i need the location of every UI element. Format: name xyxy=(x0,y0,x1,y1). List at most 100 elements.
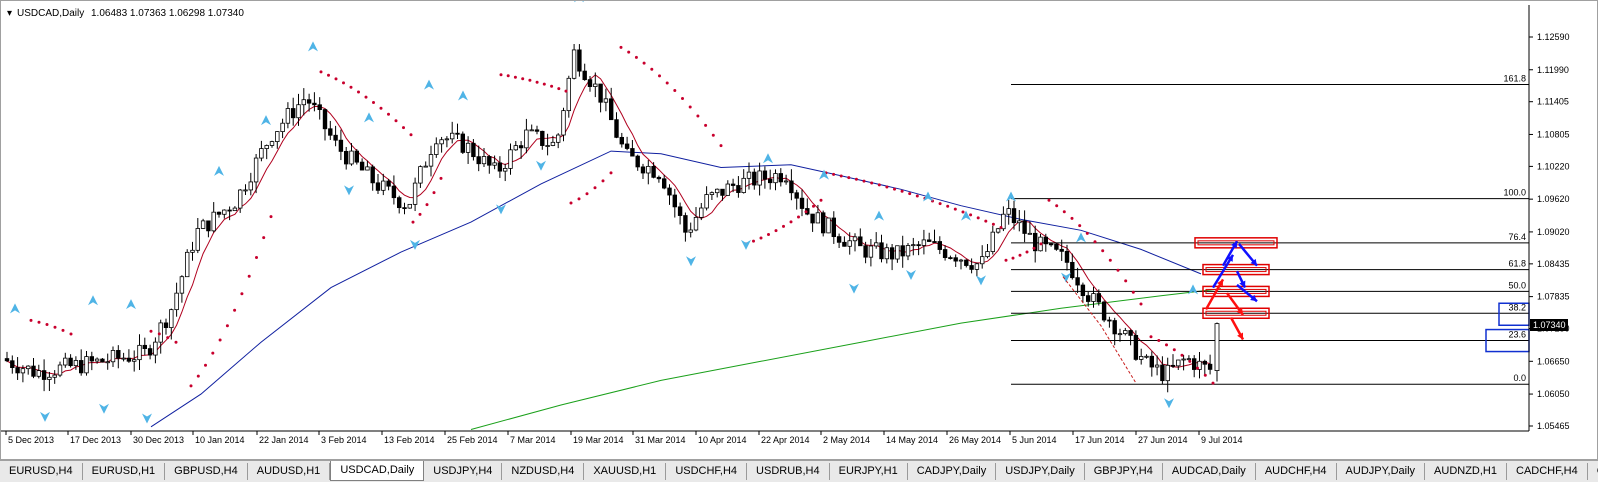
red-zone-box xyxy=(1202,285,1270,298)
candle-body xyxy=(386,180,391,187)
candle-body xyxy=(248,181,253,191)
candle-body xyxy=(640,166,646,174)
candle-body xyxy=(36,370,41,377)
chart-tab-audchf-h4[interactable]: AUDCHF,H4 xyxy=(1255,463,1337,480)
price-tick-label: 1.05465 xyxy=(1537,421,1570,431)
sar-dot xyxy=(1025,250,1029,254)
chart-tab-eurusd-h4[interactable]: EURUSD,H4 xyxy=(0,463,83,480)
fib-level-label: 100.0 xyxy=(1503,188,1526,198)
sar-dot xyxy=(812,204,815,208)
chart-tab-cadjpy-daily[interactable]: CADJPY,Daily xyxy=(907,463,997,480)
candle-body xyxy=(1207,363,1213,370)
sar-dot xyxy=(1203,373,1207,377)
candle-body xyxy=(614,119,619,138)
chart-tab-usdchf-h4[interactable]: USDCHF,H4 xyxy=(666,463,748,480)
candle-body xyxy=(322,109,328,130)
price-chart[interactable]: 161.8 100.0 76.4 61.8 50.0 38.2 23.6 0.0 1.1259… xyxy=(1,1,1597,459)
candle-body xyxy=(1054,243,1059,250)
candle-body xyxy=(25,365,31,370)
sar-dot xyxy=(506,74,510,78)
chart-tab-gbpusd-h4[interactable]: GBPUSD,H4 xyxy=(165,463,248,480)
candle-body xyxy=(449,132,455,140)
candle-body xyxy=(1064,250,1070,263)
candle-body xyxy=(343,150,349,165)
candle-body xyxy=(842,241,847,247)
candle-body xyxy=(624,143,630,149)
red-zone-inner xyxy=(1205,310,1267,316)
time-tick-label: 5 Dec 2013 xyxy=(8,435,54,445)
time-axis[interactable]: 5 Dec 2013 17 Dec 2013 30 Dec 2013 10 Jan 2… xyxy=(1,430,1529,445)
chart-tab-xauusd-h1[interactable]: XAUUSD,H1 xyxy=(584,463,667,480)
chart-window[interactable]: 161.8 100.0 76.4 61.8 50.0 38.2 23.6 0.0 1.1259… xyxy=(0,0,1598,460)
candle-body xyxy=(699,207,704,218)
chart-tab-c[interactable]: C xyxy=(1587,463,1598,480)
fractal-down-icon xyxy=(686,256,696,267)
candle-body xyxy=(879,242,884,260)
sar-dot xyxy=(174,340,178,344)
chart-ohlc-values: 1.06483 1.07363 1.06298 1.07340 xyxy=(91,8,244,19)
candle-body xyxy=(10,360,15,369)
sar-dot xyxy=(711,133,715,137)
sar-dot xyxy=(984,219,988,223)
sar-dot xyxy=(149,329,153,333)
time-tick-label: 31 Mar 2014 xyxy=(635,435,686,445)
chart-tab-usdjpy-daily[interactable]: USDJPY,Daily xyxy=(996,463,1085,480)
chart-tab-usdcad-daily[interactable]: USDCAD,Daily xyxy=(330,461,425,481)
annotations xyxy=(1062,237,1530,384)
sar-dot xyxy=(411,220,415,224)
candle-body xyxy=(200,220,206,229)
ma-fast-path xyxy=(6,74,1211,375)
candle-body xyxy=(328,128,333,136)
candle-body xyxy=(153,341,158,356)
candle-body xyxy=(502,168,508,172)
chart-tab-usdrub-h4[interactable]: USDRUB,H4 xyxy=(747,463,830,480)
sar-dot xyxy=(862,179,866,183)
sar-dot xyxy=(1139,302,1143,306)
candle-body xyxy=(1170,364,1176,367)
candle-body xyxy=(1112,320,1117,335)
sar-dot xyxy=(196,374,200,378)
candle-body xyxy=(932,241,937,243)
chart-tab-audjpy-daily[interactable]: AUDJPY,Daily xyxy=(1336,463,1426,480)
candle-body xyxy=(672,194,677,208)
price-tick-label: 1.06650 xyxy=(1537,356,1570,366)
candle-body xyxy=(1075,277,1080,286)
sar-dot xyxy=(342,81,345,85)
candle-body xyxy=(465,142,471,153)
sar-dot xyxy=(542,82,546,86)
fractal-down-icon xyxy=(849,283,859,294)
candle-body xyxy=(1160,364,1165,382)
candle-body xyxy=(116,350,121,359)
chart-tab-eurjpy-h1[interactable]: EURJPY,H1 xyxy=(829,463,908,480)
candle-body xyxy=(84,356,89,374)
candle-body xyxy=(142,344,147,350)
candle-body xyxy=(1149,355,1154,368)
sar-dot xyxy=(938,202,942,206)
fractal-down-icon xyxy=(99,403,109,414)
candle-body xyxy=(227,209,232,212)
chart-tab-gbpjpy-h4[interactable]: GBPJPY,H4 xyxy=(1084,463,1163,480)
chart-tab-cadchf-h4[interactable]: CADCHF,H4 xyxy=(1507,463,1588,480)
fib-level-label: 23.6 xyxy=(1508,330,1526,340)
candle-body xyxy=(1096,293,1101,303)
time-tick-label: 27 Jun 2014 xyxy=(1138,435,1188,445)
chart-tab-eurusd-h1[interactable]: EURUSD,H1 xyxy=(82,463,166,480)
fractal-down-icon xyxy=(906,269,916,280)
candle-body xyxy=(68,357,73,367)
chart-tab-audnzd-h1[interactable]: AUDNZD,H1 xyxy=(1425,463,1507,480)
sar-dot xyxy=(409,133,413,137)
sar-dot xyxy=(357,90,360,94)
price-axis[interactable]: 1.12590 1.11990 1.11405 1.10805 1.10220 1.096… xyxy=(1528,5,1570,431)
fractal-down-icon xyxy=(976,275,986,286)
candle-body xyxy=(41,370,47,380)
candle-body xyxy=(1144,355,1149,358)
chart-tab-audusd-h1[interactable]: AUDUSD,H1 xyxy=(247,463,331,480)
chart-tab-audcad-daily[interactable]: AUDCAD,Daily xyxy=(1162,463,1256,480)
candle-body xyxy=(868,245,874,258)
arrow-head-icon xyxy=(1239,280,1246,288)
arrow-head-icon xyxy=(1217,279,1223,287)
sar-dot xyxy=(1108,258,1112,262)
chart-tab-nzdusd-h4[interactable]: NZDUSD,H4 xyxy=(502,463,585,480)
chart-tab-usdjpy-h4[interactable]: USDJPY,H4 xyxy=(424,463,503,480)
candle-body xyxy=(927,239,932,242)
